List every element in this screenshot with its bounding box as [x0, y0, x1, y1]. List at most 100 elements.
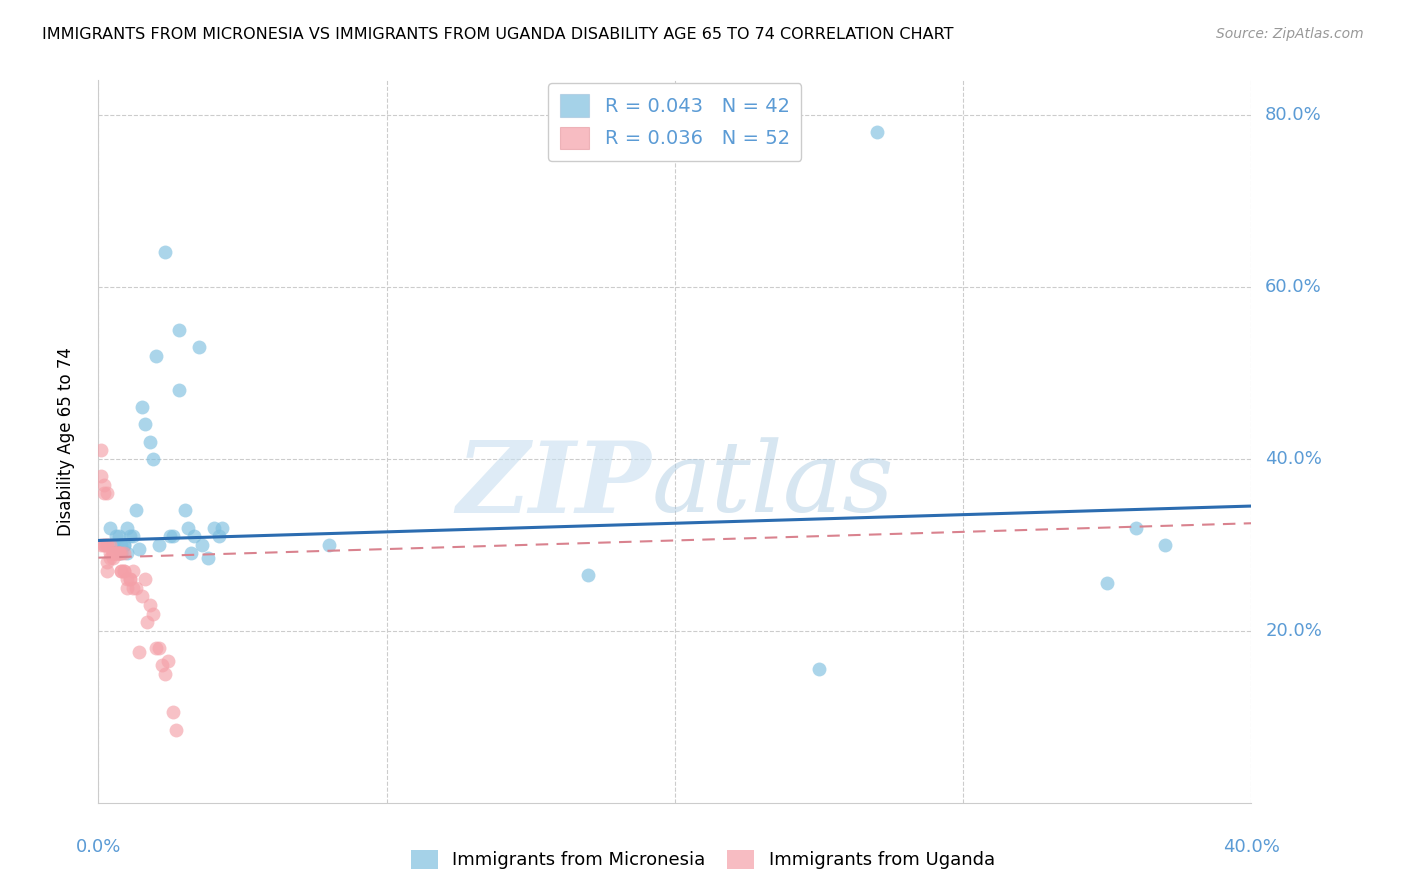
Point [98, 550, 121, 565]
Point [162, 529, 184, 543]
Point [122, 529, 145, 543]
Point [165, 723, 187, 737]
Point [93, 538, 115, 552]
Text: 0.0%: 0.0% [76, 838, 121, 855]
Point [98, 520, 121, 534]
Point [142, 451, 165, 466]
Point [112, 538, 135, 552]
Point [120, 572, 142, 586]
Text: 40.0%: 40.0% [1223, 838, 1279, 855]
Point [131, 590, 153, 604]
Point [101, 546, 124, 560]
Point [136, 615, 159, 630]
Point [120, 529, 142, 543]
Point [148, 640, 170, 655]
Text: 40.0%: 40.0% [1265, 450, 1322, 467]
Point [866, 125, 889, 139]
Point [93, 477, 115, 491]
Point [98, 538, 121, 552]
Text: 80.0%: 80.0% [1265, 105, 1322, 124]
Point [101, 546, 124, 560]
Legend: R = 0.043   N = 42, R = 0.036   N = 52: R = 0.043 N = 42, R = 0.036 N = 52 [548, 83, 801, 161]
Text: 20.0%: 20.0% [1265, 622, 1322, 640]
Point [107, 546, 129, 560]
Point [96, 538, 118, 552]
Point [808, 663, 831, 677]
Point [90, 538, 112, 552]
Point [162, 706, 184, 720]
Point [148, 538, 170, 552]
Point [183, 529, 205, 543]
Point [150, 658, 173, 673]
Point [90, 469, 112, 483]
Point [110, 546, 132, 560]
Point [145, 349, 167, 363]
Point [122, 581, 145, 595]
Point [96, 486, 118, 500]
Point [125, 581, 148, 595]
Point [112, 564, 135, 578]
Y-axis label: Disability Age 65 to 74: Disability Age 65 to 74 [56, 347, 75, 536]
Point [117, 581, 139, 595]
Point [211, 520, 233, 534]
Point [104, 529, 127, 543]
Point [1125, 520, 1147, 534]
Point [96, 564, 118, 578]
Text: ZIP: ZIP [457, 437, 652, 533]
Point [122, 564, 145, 578]
Text: atlas: atlas [652, 437, 894, 533]
Point [107, 546, 129, 560]
Legend: Immigrants from Micronesia, Immigrants from Uganda: Immigrants from Micronesia, Immigrants f… [402, 841, 1004, 879]
Point [120, 572, 142, 586]
Point [180, 546, 202, 560]
Point [125, 503, 148, 517]
Text: 60.0%: 60.0% [1265, 277, 1322, 296]
Point [134, 572, 156, 586]
Point [110, 538, 132, 552]
Point [159, 529, 181, 543]
Point [131, 400, 153, 414]
Point [208, 529, 231, 543]
Point [96, 538, 118, 552]
Point [93, 538, 115, 552]
Point [156, 654, 179, 668]
Point [98, 546, 121, 560]
Point [110, 546, 132, 560]
Point [101, 538, 124, 552]
Point [112, 546, 135, 560]
Point [93, 486, 115, 500]
Point [167, 383, 190, 397]
Point [107, 546, 129, 560]
Point [174, 503, 197, 517]
Point [117, 546, 139, 560]
Point [139, 598, 162, 612]
Point [101, 546, 124, 560]
Point [104, 546, 127, 560]
Point [117, 572, 139, 586]
Point [110, 564, 132, 578]
Point [104, 546, 127, 560]
Point [134, 417, 156, 432]
Point [101, 550, 124, 565]
Point [191, 538, 214, 552]
Point [128, 542, 150, 557]
Point [107, 546, 129, 560]
Point [107, 529, 129, 543]
Point [90, 443, 112, 458]
Text: IMMIGRANTS FROM MICRONESIA VS IMMIGRANTS FROM UGANDA DISABILITY AGE 65 TO 74 COR: IMMIGRANTS FROM MICRONESIA VS IMMIGRANTS… [42, 27, 953, 42]
Point [197, 550, 219, 565]
Point [188, 340, 211, 354]
Point [153, 245, 176, 260]
Point [112, 538, 135, 552]
Point [1097, 576, 1119, 591]
Point [139, 434, 162, 449]
Text: Source: ZipAtlas.com: Source: ZipAtlas.com [1216, 27, 1364, 41]
Point [578, 567, 600, 582]
Point [112, 564, 135, 578]
Point [96, 555, 118, 569]
Point [153, 666, 176, 681]
Point [142, 607, 165, 621]
Point [177, 520, 200, 534]
Point [202, 520, 225, 534]
Point [1154, 538, 1177, 552]
